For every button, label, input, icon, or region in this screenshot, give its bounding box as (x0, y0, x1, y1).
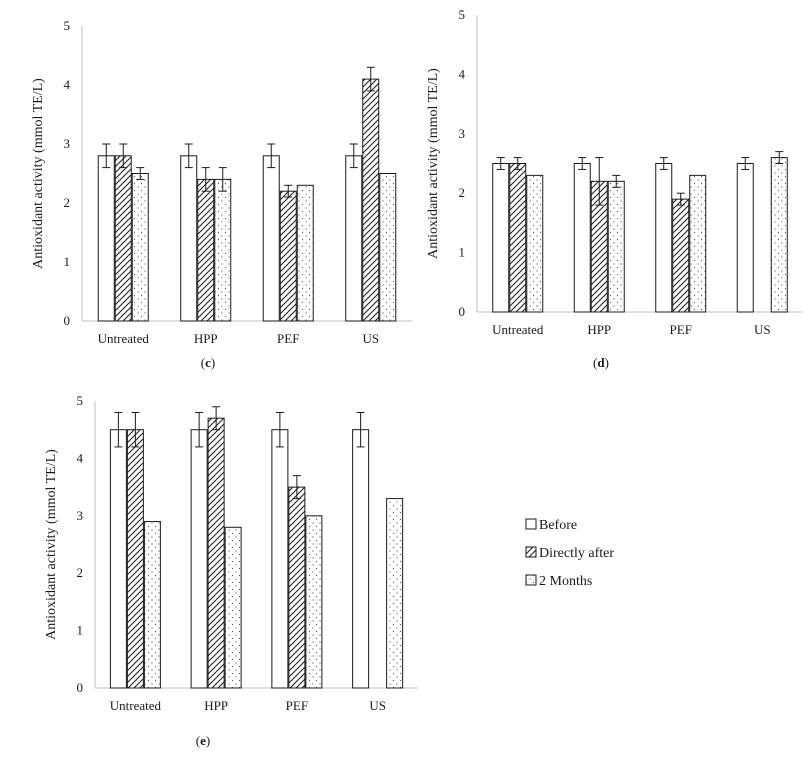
x-tick-label: HPP (194, 331, 218, 346)
bar (526, 174, 544, 313)
panel-label: (d) (593, 355, 609, 370)
y-tick-label: 1 (459, 245, 466, 260)
legend-swatch (525, 518, 537, 530)
bar (97, 155, 115, 322)
bar (114, 155, 132, 322)
y-tick-label: 5 (77, 393, 84, 408)
y-tick-label: 0 (77, 680, 84, 695)
bar (288, 486, 306, 689)
legend-swatch (525, 546, 537, 558)
bar (362, 78, 380, 322)
bar (131, 173, 149, 322)
y-tick-label: 1 (64, 254, 71, 269)
y-tick-label: 3 (64, 136, 71, 151)
y-tick-label: 3 (77, 508, 84, 523)
x-tick-label: Untreated (110, 698, 162, 713)
y-tick-label: 5 (64, 18, 71, 33)
bar (143, 521, 161, 689)
panel-label: (c) (201, 355, 215, 370)
legend-label: Directly after (539, 546, 614, 561)
bar (197, 178, 215, 322)
legend: Before Directly after 2 Months (525, 518, 614, 589)
y-tick-label: 2 (459, 185, 466, 200)
bar (386, 498, 404, 689)
x-tick-label: US (754, 322, 771, 337)
y-tick-label: 2 (77, 565, 84, 580)
legend-label: Before (539, 518, 577, 533)
bar (109, 429, 127, 689)
bar (492, 163, 510, 313)
panel-d: 0 1 2 3 4 5 Antioxidant activity (mmol TE/L) Un… (426, 7, 803, 370)
x-tick-label: HPP (587, 322, 611, 337)
y-tick-label: 0 (64, 313, 71, 328)
y-tick-label: 0 (459, 304, 466, 319)
bar (607, 180, 625, 313)
bar (190, 429, 208, 689)
bar (672, 198, 690, 313)
bar (689, 174, 707, 313)
bar (180, 155, 198, 322)
legend-label: 2 Months (539, 574, 592, 589)
y-tick-label: 1 (77, 623, 84, 638)
bar (379, 173, 397, 322)
x-tick-label: PEF (286, 698, 308, 713)
bar (279, 190, 297, 322)
bar (296, 184, 314, 322)
y-axis-title: Antioxidant activity (mmol TE/L) (426, 68, 441, 259)
bar (655, 163, 673, 313)
legend-swatch (525, 574, 537, 586)
x-tick-label: Untreated (492, 322, 544, 337)
y-tick-label: 2 (64, 195, 71, 210)
panel-label: (e) (196, 733, 210, 748)
x-tick-label: PEF (670, 322, 692, 337)
x-tick-label: Untreated (98, 331, 150, 346)
y-axis-title: Antioxidant activity (mmol TE/L) (44, 449, 59, 640)
y-tick-label: 3 (459, 126, 466, 141)
bar (126, 429, 144, 689)
y-tick-label: 4 (459, 66, 466, 81)
bar (573, 163, 591, 313)
bar (345, 155, 363, 322)
bar (271, 429, 289, 689)
bar (224, 526, 242, 689)
bar (352, 429, 370, 689)
y-tick-label: 4 (64, 77, 71, 92)
x-tick-label: US (369, 698, 386, 713)
x-tick-label: US (362, 331, 379, 346)
y-axis-title: Antioxidant activity (mmol TE/L) (31, 78, 46, 269)
panel-c: 0 1 2 3 4 5 Antioxidant activity (mmol TE/L) Un… (31, 18, 412, 370)
bar (509, 163, 527, 313)
bar (262, 155, 280, 322)
bar (770, 157, 788, 313)
bar (214, 178, 232, 322)
bar (736, 163, 754, 313)
bar (207, 417, 225, 689)
x-tick-label: PEF (277, 331, 299, 346)
panel-e: 0 1 2 3 4 5 Antioxidant activity (mmol TE/L) Un… (44, 393, 418, 748)
y-tick-label: 5 (459, 7, 466, 22)
x-tick-label: HPP (204, 698, 228, 713)
y-tick-label: 4 (77, 450, 84, 465)
bar (305, 515, 323, 689)
